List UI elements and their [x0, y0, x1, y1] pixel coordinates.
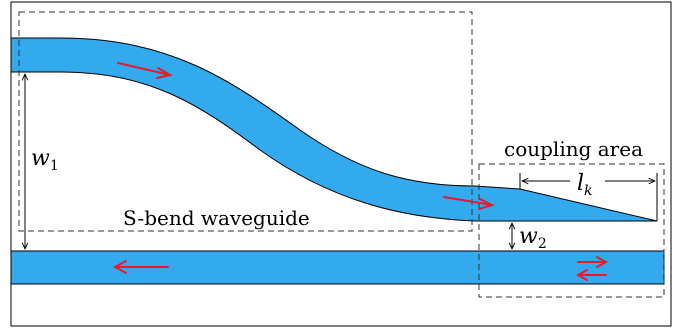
propagation-arrow-sbend-top: [117, 62, 173, 79]
s-bend-region-box: [18, 11, 473, 232]
straight-waveguide: [10, 250, 665, 285]
lk-label: lk: [577, 171, 593, 199]
coupling-area-box: [478, 163, 665, 298]
s-bend-waveguide: [10, 37, 658, 222]
propagation-arrow-bus-right: [577, 256, 609, 268]
w1-label: w1: [31, 146, 59, 174]
propagation-arrow-bus-left: [112, 260, 169, 274]
figure-frame: [10, 1, 672, 327]
propagation-arrow-sbend-end: [443, 196, 495, 210]
coupling-area-label: coupling area: [504, 137, 643, 161]
w2-label: w2: [519, 224, 547, 252]
propagation-arrow-bus-back: [575, 269, 607, 281]
s-bend-waveguide-label: S-bend waveguide: [123, 206, 310, 230]
